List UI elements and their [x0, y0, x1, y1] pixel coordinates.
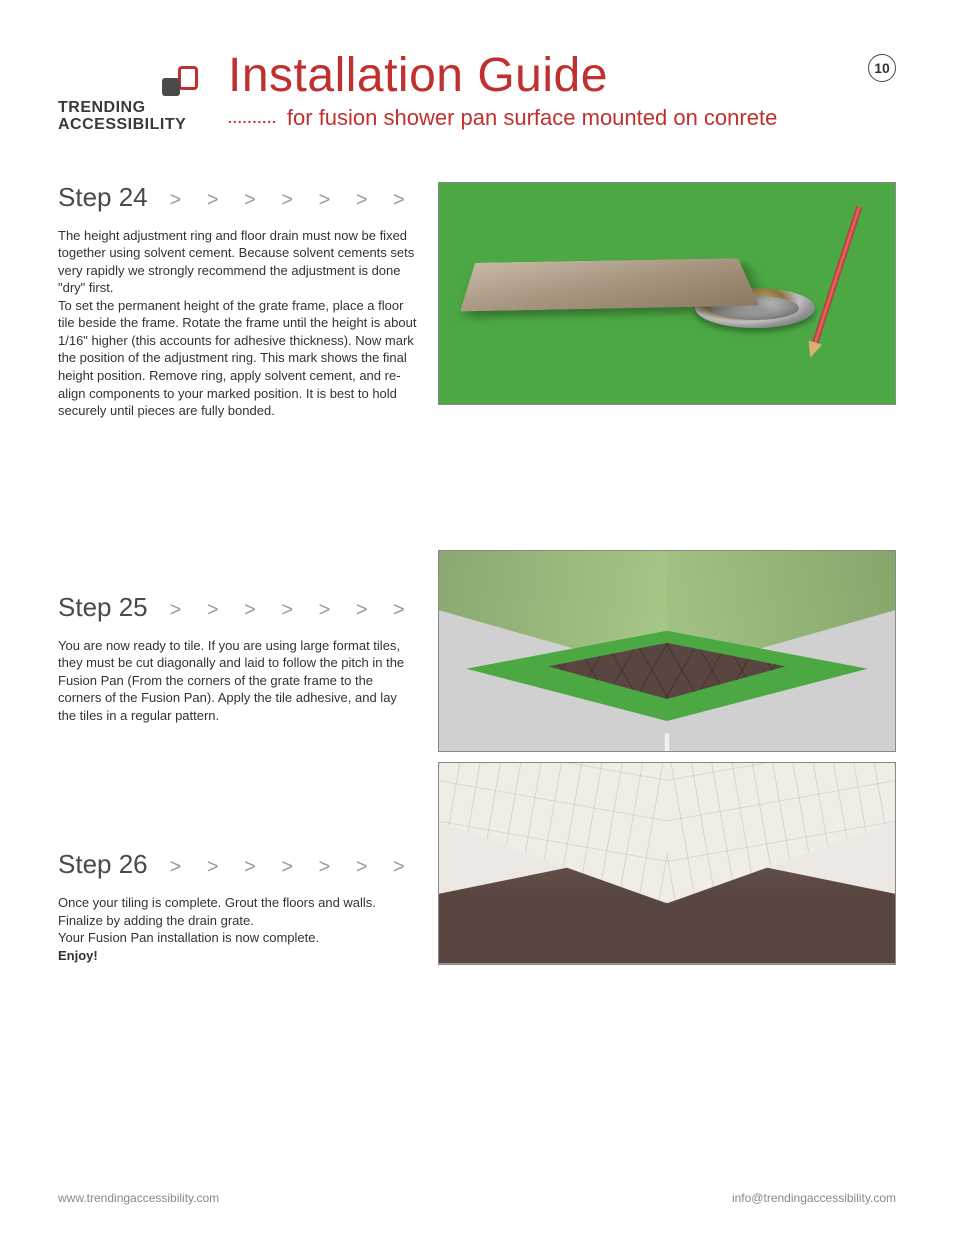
chevron-right-icon: > > > > > > >	[170, 856, 415, 879]
illustration-24-drain-icon	[439, 183, 895, 404]
title-block: Installation Guide .......... for fusion…	[204, 48, 896, 131]
step-heading: Step 26 > > > > > > >	[58, 849, 418, 880]
illustration-25-tiling-icon	[439, 551, 895, 751]
page-footer: www.trendingaccessibility.com info@trend…	[58, 1191, 896, 1205]
brand-line1: TRENDING	[58, 100, 204, 117]
step-label: Step 24	[58, 182, 148, 213]
step-body: You are now ready to tile. If you are us…	[58, 637, 418, 725]
brand-line2: ACCESSIBILITY	[58, 117, 204, 134]
step-row: Step 24 > > > > > > > The height adjustm…	[58, 182, 896, 420]
step-illustration	[438, 550, 896, 752]
step-body: The height adjustment ring and floor dra…	[58, 227, 418, 420]
step-label: Step 26	[58, 849, 148, 880]
step-body-bold: Enjoy!	[58, 948, 98, 963]
step-heading: Step 25 > > > > > > >	[58, 592, 418, 623]
chevron-right-icon: > > > > > > >	[170, 599, 415, 622]
page-number-badge: 10	[868, 54, 896, 82]
dots-leader-icon: ..........	[228, 110, 277, 126]
step-illustration	[438, 182, 896, 405]
footer-email: info@trendingaccessibility.com	[732, 1191, 896, 1205]
brand-logo: TRENDING ACCESSIBILITY	[58, 48, 204, 134]
step-body-text: Once your tiling is complete. Grout the …	[58, 895, 376, 945]
step-heading: Step 24 > > > > > > >	[58, 182, 418, 213]
step-body: Once your tiling is complete. Grout the …	[58, 894, 418, 964]
step-illustration	[438, 762, 896, 964]
step-text-block: Step 24 > > > > > > > The height adjustm…	[58, 182, 418, 420]
footer-website: www.trendingaccessibility.com	[58, 1191, 219, 1205]
step-label: Step 25	[58, 592, 148, 623]
logo-mark-icon	[58, 66, 204, 94]
page-header: TRENDING ACCESSIBILITY Installation Guid…	[58, 48, 896, 134]
step-text-block: Step 26 > > > > > > > Once your tiling i…	[58, 849, 418, 964]
step-text-block: Step 25 > > > > > > > You are now ready …	[58, 592, 418, 725]
step-row-group: Step 25 > > > > > > > You are now ready …	[58, 550, 896, 965]
chevron-right-icon: > > > > > > >	[170, 189, 415, 212]
page-subtitle: for fusion shower pan surface mounted on…	[287, 105, 777, 131]
illustration-26-finished-icon	[439, 763, 895, 963]
document-page: TRENDING ACCESSIBILITY Installation Guid…	[0, 0, 954, 1235]
page-title: Installation Guide	[228, 48, 896, 103]
